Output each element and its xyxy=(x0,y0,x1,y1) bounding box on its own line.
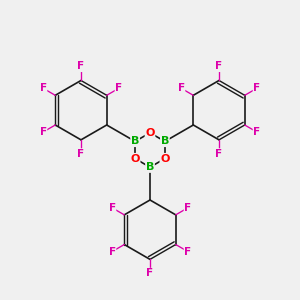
Text: F: F xyxy=(215,149,223,159)
Text: F: F xyxy=(115,83,122,93)
Text: F: F xyxy=(40,83,47,93)
Text: F: F xyxy=(77,149,85,159)
Text: B: B xyxy=(161,136,169,146)
Text: F: F xyxy=(109,203,116,213)
Text: F: F xyxy=(184,247,191,256)
Text: F: F xyxy=(215,61,223,71)
Text: F: F xyxy=(253,127,260,137)
Text: O: O xyxy=(130,154,140,164)
Text: F: F xyxy=(184,203,191,213)
Text: B: B xyxy=(131,136,139,146)
Text: F: F xyxy=(253,83,260,93)
Text: F: F xyxy=(109,247,116,256)
Text: F: F xyxy=(40,127,47,137)
Text: F: F xyxy=(178,83,185,93)
Text: F: F xyxy=(146,268,154,278)
Text: O: O xyxy=(160,154,170,164)
Text: F: F xyxy=(77,61,85,71)
Text: B: B xyxy=(146,162,154,172)
Text: O: O xyxy=(145,128,155,138)
